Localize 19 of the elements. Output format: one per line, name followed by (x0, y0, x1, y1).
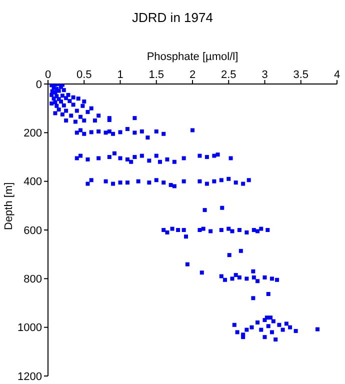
y-tick-label: 1000 (18, 322, 42, 334)
x-tick-label: 1 (117, 69, 124, 81)
x-tick-label: 0 (44, 69, 52, 81)
y-tick-label: 1200 (18, 370, 42, 383)
x-tick-label: 0.5 (76, 69, 92, 81)
y-axis-title: Depth [m] (2, 182, 15, 230)
chart-title: JDRD in 1974 (131, 10, 214, 25)
y-tick-label: 400 (24, 176, 42, 188)
x-tick-label: 4 (334, 69, 340, 81)
x-tick-label: 3 (262, 69, 268, 81)
y-tick-label: 0 (36, 78, 42, 91)
x-tick-label: 3.5 (293, 69, 309, 81)
x-axis-title: Phosphate [µmol/l] (146, 50, 238, 63)
x-tick-label: 2 (189, 69, 196, 81)
x-tick-label: 1.5 (148, 69, 164, 81)
y-tick-label: 800 (24, 274, 42, 286)
y-tick-label: 600 (24, 224, 42, 237)
x-tick-label: 2.5 (220, 69, 236, 81)
y-tick-label: 200 (24, 128, 42, 140)
